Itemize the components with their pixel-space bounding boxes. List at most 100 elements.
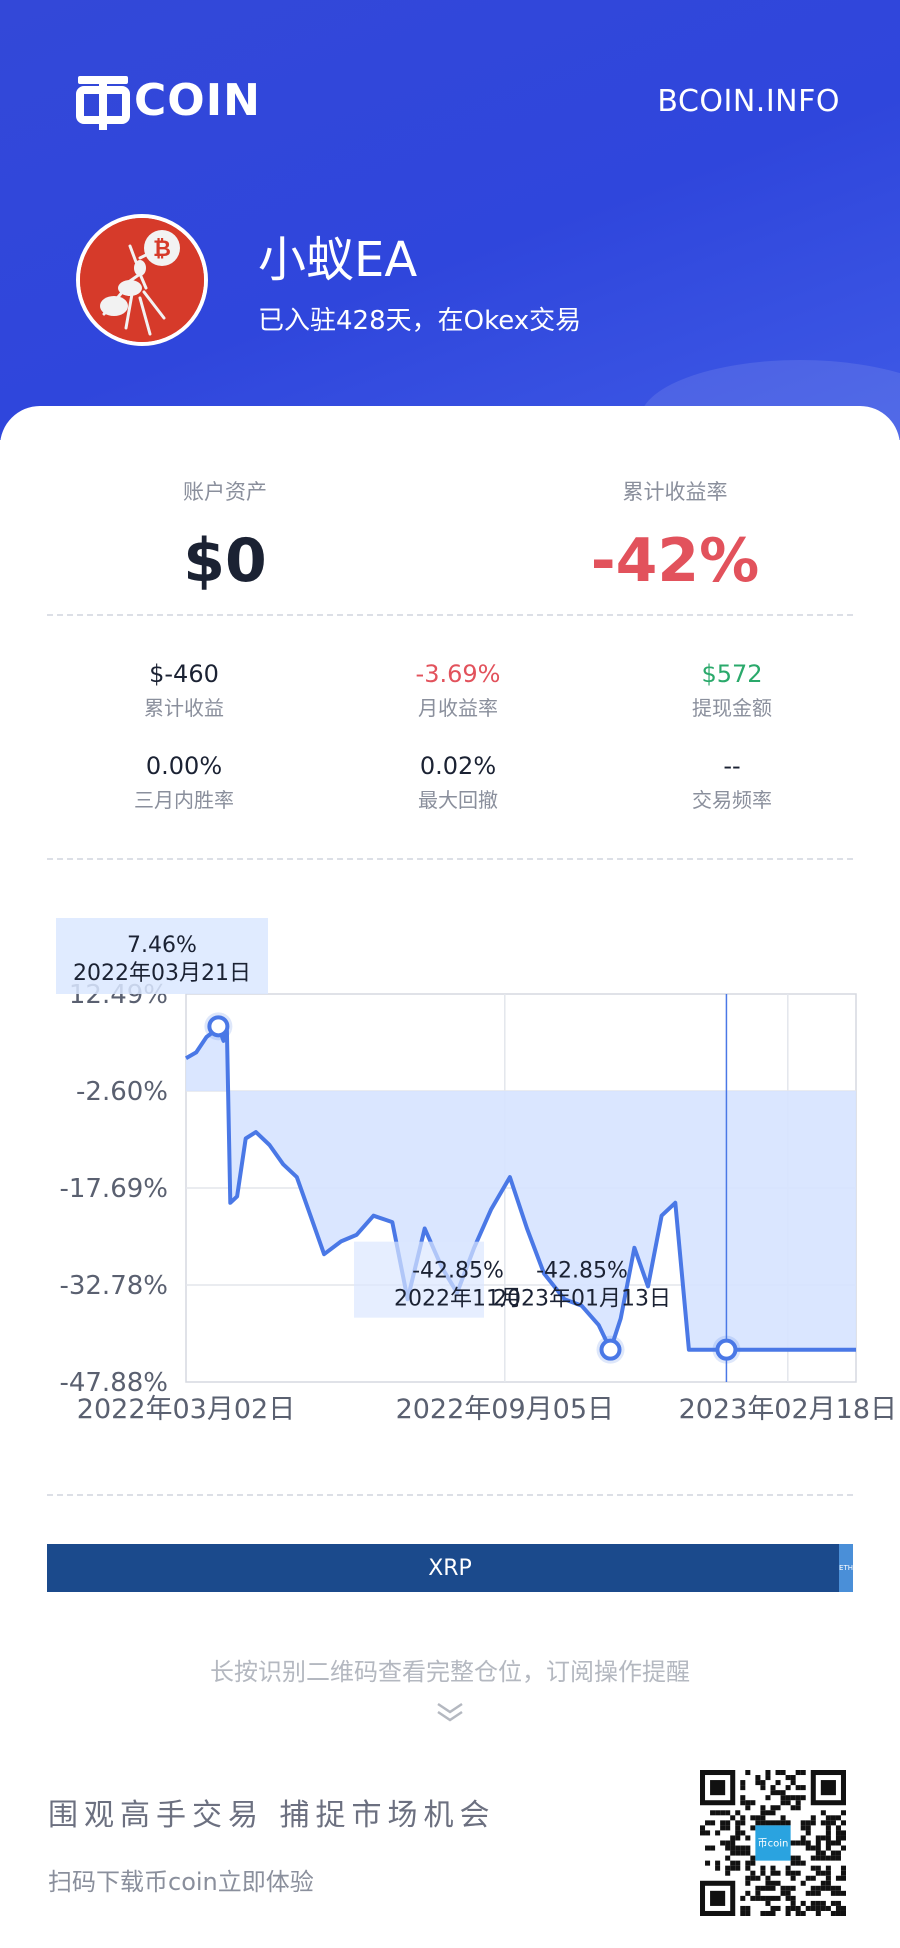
cumulative-return-value: -42% bbox=[590, 526, 760, 596]
qr-module bbox=[745, 1835, 751, 1841]
qr-module bbox=[740, 1785, 746, 1791]
qr-module bbox=[760, 1780, 766, 1786]
qr-center-label: 币coin bbox=[758, 1838, 789, 1850]
qr-module bbox=[790, 1805, 796, 1811]
qr-module bbox=[730, 1840, 736, 1846]
qr-module bbox=[770, 1910, 776, 1916]
qr-module bbox=[805, 1845, 811, 1851]
qr-module bbox=[805, 1820, 811, 1826]
qr-module bbox=[825, 1830, 831, 1836]
qr-module bbox=[795, 1795, 801, 1801]
qr-module bbox=[745, 1845, 751, 1851]
qr-module bbox=[800, 1825, 806, 1831]
position-minor-segment[interactable]: ETH bbox=[839, 1544, 853, 1592]
qr-module bbox=[765, 1910, 771, 1916]
stat-value: $572 bbox=[701, 660, 763, 688]
qr-module bbox=[820, 1850, 826, 1856]
chevron-down-icon bbox=[437, 1702, 463, 1722]
qr-module bbox=[740, 1780, 746, 1786]
qr-module bbox=[800, 1840, 806, 1846]
qr-module bbox=[750, 1875, 756, 1881]
qr-module bbox=[775, 1790, 781, 1796]
qr-module bbox=[775, 1780, 781, 1786]
qr-module bbox=[810, 1885, 816, 1891]
download-hint: 扫码下载币coin立即体验 bbox=[48, 1868, 314, 1896]
qr-module bbox=[840, 1845, 846, 1851]
position-minor-label: ETH bbox=[839, 1564, 853, 1572]
qr-module bbox=[815, 1865, 821, 1871]
header-banner: COIN BCOIN.INFO ₿ 小蚁EA 已入驻428天，在Okex交易 bbox=[0, 0, 900, 440]
qr-module bbox=[825, 1855, 831, 1861]
qr-module bbox=[820, 1835, 826, 1841]
qr-module bbox=[795, 1770, 801, 1776]
qr-module bbox=[805, 1905, 811, 1911]
qr-module bbox=[810, 1905, 816, 1911]
qr-module bbox=[815, 1910, 821, 1916]
qr-module bbox=[765, 1795, 771, 1801]
qr-module bbox=[735, 1820, 741, 1826]
qr-module bbox=[790, 1775, 796, 1781]
qr-module bbox=[840, 1890, 846, 1896]
qr-module bbox=[765, 1820, 771, 1826]
qr-module bbox=[825, 1875, 831, 1881]
qr-module bbox=[820, 1885, 826, 1891]
qr-module bbox=[800, 1785, 806, 1791]
x-tick-label: 2022年09月05日 bbox=[396, 1394, 614, 1425]
qr-module bbox=[830, 1840, 836, 1846]
qr-module bbox=[825, 1885, 831, 1891]
qr-module bbox=[765, 1885, 771, 1891]
qr-module bbox=[785, 1800, 791, 1806]
qr-module bbox=[835, 1830, 841, 1836]
qr-module bbox=[795, 1805, 801, 1811]
qr-module bbox=[835, 1905, 841, 1911]
qr-module bbox=[835, 1855, 841, 1861]
svg-text:₿: ₿ bbox=[153, 237, 171, 262]
qr-module bbox=[810, 1900, 816, 1906]
qr-module bbox=[760, 1810, 766, 1816]
qr-module bbox=[745, 1910, 751, 1916]
qr-module bbox=[725, 1865, 731, 1871]
qr-module bbox=[740, 1800, 746, 1806]
return-chart[interactable]: 12.49% -2.60% -17.69% -32.78% -47.88% 2022年03… bbox=[0, 900, 900, 1460]
qr-module bbox=[740, 1905, 746, 1911]
qr-module bbox=[815, 1850, 821, 1856]
qr-module bbox=[735, 1860, 741, 1866]
qr-module bbox=[805, 1830, 811, 1836]
site-url[interactable]: BCOIN.INFO bbox=[657, 84, 840, 119]
qr-module bbox=[785, 1905, 791, 1911]
qr-module bbox=[835, 1875, 841, 1881]
qr-module bbox=[835, 1885, 841, 1891]
qr-module bbox=[710, 1845, 716, 1851]
qr-module bbox=[835, 1850, 841, 1856]
qr-module bbox=[720, 1825, 726, 1831]
qr-module bbox=[790, 1780, 796, 1786]
avatar: ₿ bbox=[76, 214, 208, 346]
brand-text: COIN bbox=[134, 74, 261, 126]
qr-module bbox=[800, 1880, 806, 1886]
qr-module bbox=[840, 1875, 846, 1881]
qr-module bbox=[800, 1795, 806, 1801]
position-bar[interactable]: XRP ETH bbox=[47, 1544, 853, 1592]
qr-module bbox=[790, 1870, 796, 1876]
divider bbox=[47, 858, 853, 860]
series-area bbox=[186, 1026, 856, 1350]
qr-module bbox=[840, 1905, 846, 1911]
qr-module bbox=[825, 1840, 831, 1846]
qr-module bbox=[740, 1815, 746, 1821]
qr-module bbox=[750, 1895, 756, 1901]
stat-label: 交易频率 bbox=[692, 788, 772, 812]
qr-module bbox=[740, 1895, 746, 1901]
qr-module bbox=[770, 1820, 776, 1826]
qr-module bbox=[835, 1835, 841, 1841]
qr-module bbox=[740, 1910, 746, 1916]
account-assets-label: 账户资产 bbox=[183, 480, 267, 504]
stat-label: 最大回撤 bbox=[418, 788, 498, 812]
qr-module bbox=[780, 1820, 786, 1826]
qr-module bbox=[825, 1845, 831, 1851]
x-tick-label: 2023年02月18日 bbox=[679, 1394, 897, 1425]
qr-module bbox=[765, 1810, 771, 1816]
stat-label: 月收益率 bbox=[418, 696, 498, 720]
qr-module bbox=[810, 1820, 816, 1826]
qr-code[interactable]: 币coin bbox=[700, 1770, 846, 1916]
qr-module bbox=[840, 1870, 846, 1876]
